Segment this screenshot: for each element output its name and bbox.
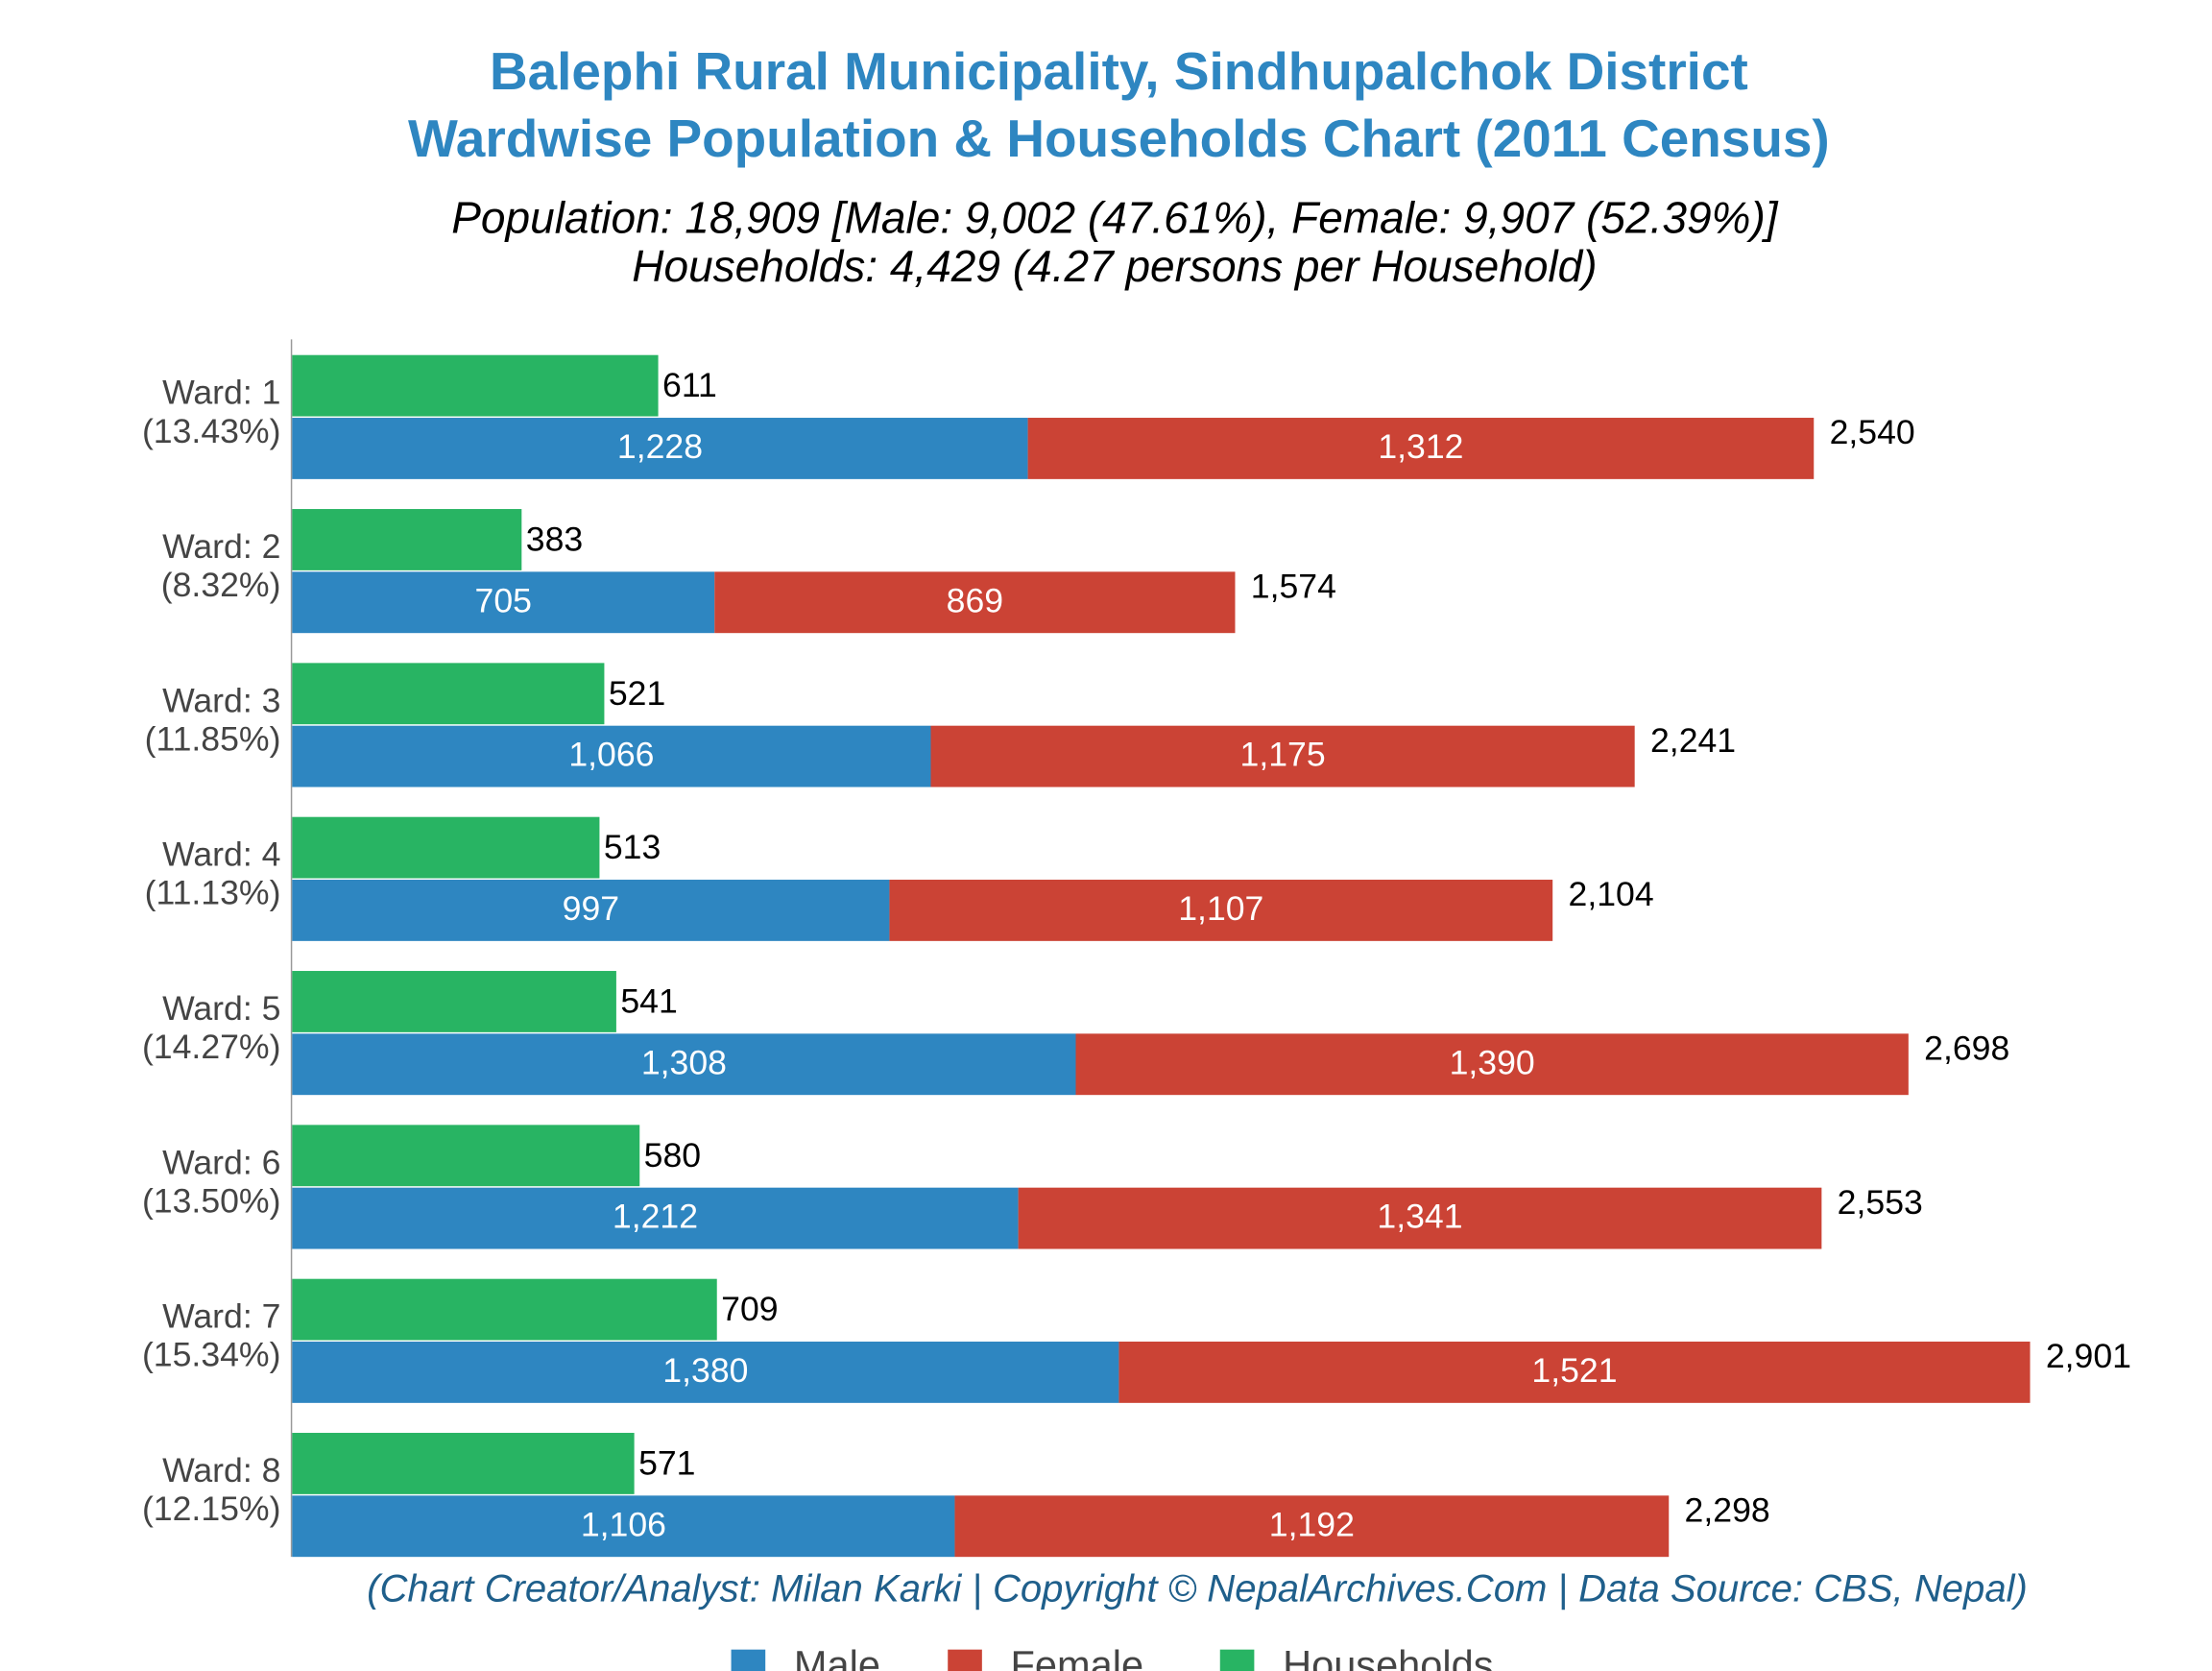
bar xyxy=(1018,1187,1822,1249)
bar xyxy=(889,880,1553,941)
chart-subtitle: Households: 4,429 (4.27 persons per Hous… xyxy=(632,241,1597,291)
total-label: 2,241 xyxy=(1650,721,1736,760)
data-label: 1,521 xyxy=(1531,1351,1617,1390)
data-label: 571 xyxy=(638,1444,695,1483)
bar xyxy=(292,571,715,634)
total-label: 2,298 xyxy=(1685,1491,1770,1530)
bar xyxy=(292,1342,1119,1403)
bar xyxy=(292,354,659,417)
data-label: 1,380 xyxy=(662,1351,748,1390)
y-tick-label: (12.15%) xyxy=(142,1489,281,1528)
total-label: 2,553 xyxy=(1838,1183,1923,1222)
bar xyxy=(954,1495,1670,1558)
bar xyxy=(292,725,931,787)
data-label: 1,175 xyxy=(1240,736,1326,774)
bar xyxy=(292,816,600,879)
bar xyxy=(1075,1033,1909,1096)
y-tick-label: Ward: 7 xyxy=(162,1297,280,1336)
data-label: 1,390 xyxy=(1450,1043,1535,1081)
y-tick-label: Ward: 8 xyxy=(162,1451,280,1489)
data-label: 1,106 xyxy=(581,1505,666,1543)
data-label: 1,228 xyxy=(617,427,703,466)
data-label: 869 xyxy=(947,581,1003,619)
bar xyxy=(292,1433,635,1494)
bar xyxy=(930,725,1635,787)
footer: (Chart Creator/Analyst: Milan Karki | Co… xyxy=(367,1567,2028,1610)
data-label: 1,341 xyxy=(1377,1198,1462,1236)
legend-swatch xyxy=(948,1649,982,1671)
bar xyxy=(714,571,1236,634)
total-label: 1,574 xyxy=(1251,568,1336,606)
bar xyxy=(292,1125,640,1187)
legend-swatch xyxy=(1219,1649,1255,1671)
bar xyxy=(292,418,1028,479)
chart-subtitle: Population: 18,909 [Male: 9,002 (47.61%)… xyxy=(451,192,1779,242)
legend-label: Male xyxy=(794,1642,880,1671)
data-label: 705 xyxy=(475,581,532,619)
y-tick-label: (8.32%) xyxy=(161,566,281,604)
data-label: 997 xyxy=(563,889,619,928)
total-label: 2,540 xyxy=(1830,413,1915,451)
y-tick-label: Ward: 4 xyxy=(162,836,280,874)
total-label: 2,901 xyxy=(2046,1337,2131,1375)
bar xyxy=(292,509,522,570)
bar xyxy=(292,1278,717,1341)
data-label: 521 xyxy=(609,674,665,713)
total-label: 2,698 xyxy=(1924,1029,2009,1068)
bar xyxy=(292,971,616,1032)
bar xyxy=(292,1187,1019,1249)
bar xyxy=(292,880,890,941)
chart-title: Balephi Rural Municipality, Sindhupalcho… xyxy=(490,41,1748,101)
total-label: 2,104 xyxy=(1569,875,1654,913)
data-label: 541 xyxy=(620,982,677,1021)
y-tick-label: Ward: 5 xyxy=(162,989,280,1028)
legend-label: Households xyxy=(1283,1642,1493,1671)
data-label: 709 xyxy=(721,1290,778,1328)
data-label: 1,308 xyxy=(641,1043,727,1081)
chart-title: Wardwise Population & Households Chart (… xyxy=(408,109,1830,168)
bar xyxy=(1027,418,1815,479)
bar xyxy=(292,1033,1076,1096)
data-label: 1,312 xyxy=(1378,427,1463,466)
legend-label: Female xyxy=(1011,1642,1144,1671)
bar xyxy=(1118,1342,2031,1403)
y-tick-label: (13.50%) xyxy=(142,1181,281,1220)
legend-swatch xyxy=(731,1649,766,1671)
data-label: 611 xyxy=(662,366,717,404)
y-tick-label: Ward: 1 xyxy=(162,374,280,412)
data-label: 1,212 xyxy=(613,1198,698,1236)
data-label: 1,192 xyxy=(1269,1505,1355,1543)
data-label: 580 xyxy=(644,1136,701,1175)
data-label: 1,107 xyxy=(1178,889,1263,928)
y-tick-label: Ward: 3 xyxy=(162,681,280,719)
y-tick-label: (11.13%) xyxy=(145,874,281,912)
y-tick-label: Ward: 2 xyxy=(162,527,280,566)
y-tick-label: (11.85%) xyxy=(145,719,281,758)
bar xyxy=(292,663,605,725)
data-label: 513 xyxy=(604,828,661,866)
y-tick-label: (15.34%) xyxy=(142,1336,281,1374)
bar xyxy=(292,1495,955,1558)
data-label: 383 xyxy=(526,521,583,559)
y-tick-label: Ward: 6 xyxy=(162,1143,280,1181)
data-label: 1,066 xyxy=(568,736,654,774)
y-tick-label: (14.27%) xyxy=(142,1028,281,1066)
y-tick-label: (13.43%) xyxy=(142,412,281,450)
